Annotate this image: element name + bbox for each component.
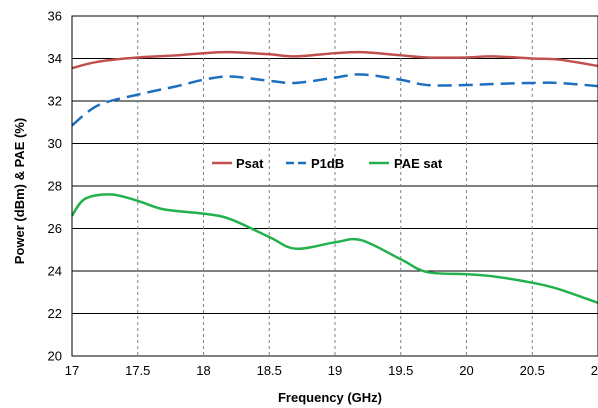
grid <box>72 15 598 357</box>
legend-label-pae-sat: PAE sat <box>394 156 443 171</box>
legend-label-p1db: P1dB <box>311 156 344 171</box>
x-tick-label: 21 <box>591 363 598 378</box>
plot-area-border <box>71 15 598 357</box>
series-line-pae-sat <box>70 193 598 305</box>
x-tick-label: 17.5 <box>125 363 150 378</box>
y-tick-label: 32 <box>48 94 62 109</box>
y-tick-label: 26 <box>48 221 62 236</box>
series-lines <box>70 50 598 305</box>
legend-label-psat: Psat <box>236 156 264 171</box>
x-tick-label: 20 <box>459 363 473 378</box>
y-tick-label: 20 <box>48 349 62 364</box>
x-tick-label: 19 <box>328 363 342 378</box>
y-tick-label: 22 <box>48 306 62 321</box>
y-tick-label: 24 <box>48 264 62 279</box>
x-tick-label: 18.5 <box>257 363 282 378</box>
x-tick-label: 17 <box>65 363 79 378</box>
y-tick-label: 28 <box>48 179 62 194</box>
series-line-p1db <box>71 73 598 127</box>
y-tick-label: 30 <box>48 136 62 151</box>
legend: Psat P1dB PAE sat <box>212 156 443 171</box>
tick-labels: 20 22 24 26 28 30 32 34 36 17 17.5 18 18.5 19 19.5 20 20… <box>48 9 598 379</box>
x-axis-title: Frequency (GHz) <box>278 390 382 405</box>
x-tick-label: 20.5 <box>520 363 545 378</box>
y-tick-label: 34 <box>48 51 62 66</box>
x-tick-label: 18 <box>196 363 210 378</box>
series-line-psat <box>71 50 598 70</box>
y-axis-title: Power (dBm) & PAE (%) <box>12 118 27 264</box>
x-tick-label: 19.5 <box>388 363 413 378</box>
y-tick-label: 36 <box>48 9 62 24</box>
